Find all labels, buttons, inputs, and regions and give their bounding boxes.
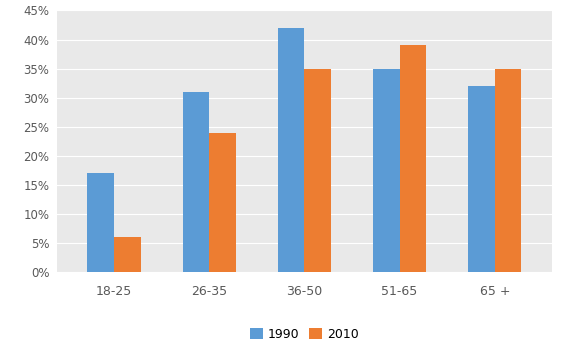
Bar xyxy=(373,69,399,272)
Bar xyxy=(183,92,209,272)
Bar xyxy=(495,69,521,272)
Bar xyxy=(304,69,331,272)
Legend: 1990, 2010: 1990, 2010 xyxy=(245,323,364,346)
Bar xyxy=(88,173,114,272)
Bar xyxy=(278,28,304,272)
Bar xyxy=(114,237,141,272)
Bar xyxy=(468,86,495,272)
Bar xyxy=(209,133,236,272)
Bar xyxy=(399,45,426,272)
